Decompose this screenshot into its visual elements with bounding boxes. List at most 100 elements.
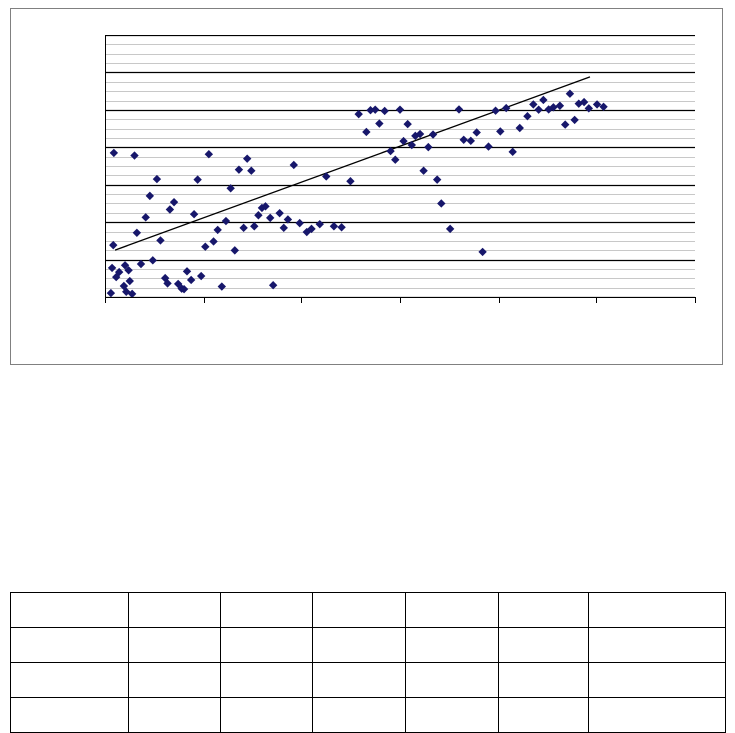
scatter-point-marker <box>508 147 517 157</box>
scatter-point-marker <box>515 123 524 133</box>
scatter-point-marker <box>261 202 270 211</box>
scatter-point-marker <box>315 219 324 229</box>
scatter-point-marker <box>407 140 416 150</box>
x-axis-tick-6 <box>695 298 696 303</box>
scatter-point-marker <box>534 105 543 114</box>
table-cell-r0-c5[interactable] <box>498 592 589 628</box>
scatter-point-marker <box>209 237 218 246</box>
scatter-point-marker <box>555 101 565 110</box>
table-cell-r0-c1[interactable] <box>128 592 221 628</box>
table-cell-r3-c4[interactable] <box>405 697 499 733</box>
scatter-point-marker <box>145 191 155 201</box>
scatter-point-marker <box>213 225 222 235</box>
table-cell-r3-c2[interactable] <box>220 697 313 733</box>
table-cell-r2-c0[interactable] <box>10 662 129 698</box>
x-axis-line <box>105 297 696 298</box>
scatter-point-marker <box>337 223 346 232</box>
scatter-point-marker <box>107 263 117 273</box>
scatter-point-marker <box>419 166 428 175</box>
scatter-point-marker <box>466 136 475 146</box>
scatter-point-marker <box>561 120 570 129</box>
x-axis-tick-1 <box>203 298 205 303</box>
chart-object-frame[interactable] <box>10 8 723 365</box>
scatter-point-marker <box>437 199 446 208</box>
table-cell-r2-c1[interactable] <box>128 662 221 698</box>
scatter-point-marker <box>584 104 593 113</box>
scatter-point-marker <box>570 115 579 125</box>
scatter-point-marker <box>204 150 214 159</box>
scatter-point-marker <box>403 119 412 129</box>
scatter-point-marker <box>322 172 331 181</box>
scatter-point-marker <box>496 127 505 136</box>
table-cell-r2-c2[interactable] <box>220 662 313 698</box>
scatter-point-marker <box>354 109 363 119</box>
table-cell-r2-c5[interactable] <box>498 662 589 698</box>
scatter-point-marker <box>106 288 116 297</box>
data-table[interactable] <box>10 592 726 733</box>
scatter-point-marker <box>454 105 464 114</box>
scatter-point-marker <box>247 166 256 175</box>
scatter-point-marker <box>242 154 252 163</box>
table-row <box>10 627 726 663</box>
scatter-point-marker <box>130 151 139 160</box>
scatter-point-marker <box>132 228 142 238</box>
table-cell-r3-c6[interactable] <box>588 697 726 733</box>
scatter-point-marker <box>484 142 493 151</box>
scatter-point-marker <box>169 197 179 207</box>
x-axis-tick-2 <box>301 298 303 303</box>
table-cell-r1-c0[interactable] <box>10 627 129 663</box>
x-axis-tick-0 <box>105 298 106 303</box>
scatter-point-marker <box>230 246 239 255</box>
x-axis-tick-5 <box>596 298 598 303</box>
table-cell-r2-c3[interactable] <box>312 662 406 698</box>
scatter-point-marker <box>239 223 248 233</box>
scatter-point-marker <box>375 119 384 128</box>
scatter-point-marker <box>109 240 118 250</box>
scatter-point-marker <box>478 247 487 257</box>
table-cell-r0-c2[interactable] <box>220 592 313 628</box>
table-cell-r3-c1[interactable] <box>128 697 221 733</box>
scatter-point-marker <box>201 242 210 251</box>
scatter-point-marker <box>502 103 511 113</box>
table-cell-r1-c4[interactable] <box>405 627 499 663</box>
scatter-point-marker <box>565 89 575 98</box>
trendline <box>114 76 591 251</box>
scatter-point-marker <box>549 103 558 112</box>
scatter-point-marker <box>283 215 293 224</box>
table-cell-r3-c0[interactable] <box>10 697 129 733</box>
table-cell-r3-c3[interactable] <box>312 697 406 733</box>
table-cell-r0-c0[interactable] <box>10 592 129 628</box>
scatter-point-marker <box>189 210 199 219</box>
y-axis-line <box>105 35 106 298</box>
table-cell-r1-c3[interactable] <box>312 627 406 663</box>
scatter-point-marker <box>432 175 442 184</box>
scatter-point-marker <box>179 284 189 294</box>
scatter-point-marker <box>182 267 192 276</box>
scatter-point-marker <box>371 105 380 114</box>
table-cell-r1-c6[interactable] <box>588 627 726 663</box>
scatter-point-marker <box>250 222 259 231</box>
scatter-point-marker <box>152 174 162 184</box>
chart-scatter-series <box>106 76 608 297</box>
table-cell-r1-c1[interactable] <box>128 627 221 663</box>
scatter-point-marker <box>254 211 263 220</box>
scatter-point-marker <box>459 135 468 144</box>
scatter-point-marker <box>529 100 538 109</box>
scatter-point-marker <box>163 279 172 288</box>
table-cell-r0-c4[interactable] <box>405 592 499 628</box>
scatter-point-marker <box>424 142 433 152</box>
table-cell-r2-c4[interactable] <box>405 662 499 698</box>
table-cell-r1-c2[interactable] <box>220 627 313 663</box>
table-cell-r0-c3[interactable] <box>312 592 406 628</box>
scatter-point-marker <box>127 289 137 297</box>
scatter-point-marker <box>141 213 150 222</box>
table-cell-r0-c6[interactable] <box>588 592 726 628</box>
table-cell-r3-c5[interactable] <box>498 697 589 733</box>
table-row <box>10 697 726 733</box>
scatter-point-marker <box>124 266 133 275</box>
table-cell-r1-c5[interactable] <box>498 627 589 663</box>
scatter-point-marker <box>472 128 481 137</box>
table-cell-r2-c6[interactable] <box>588 662 726 698</box>
scatter-point-marker <box>539 95 548 105</box>
scatter-point-marker <box>114 267 124 277</box>
